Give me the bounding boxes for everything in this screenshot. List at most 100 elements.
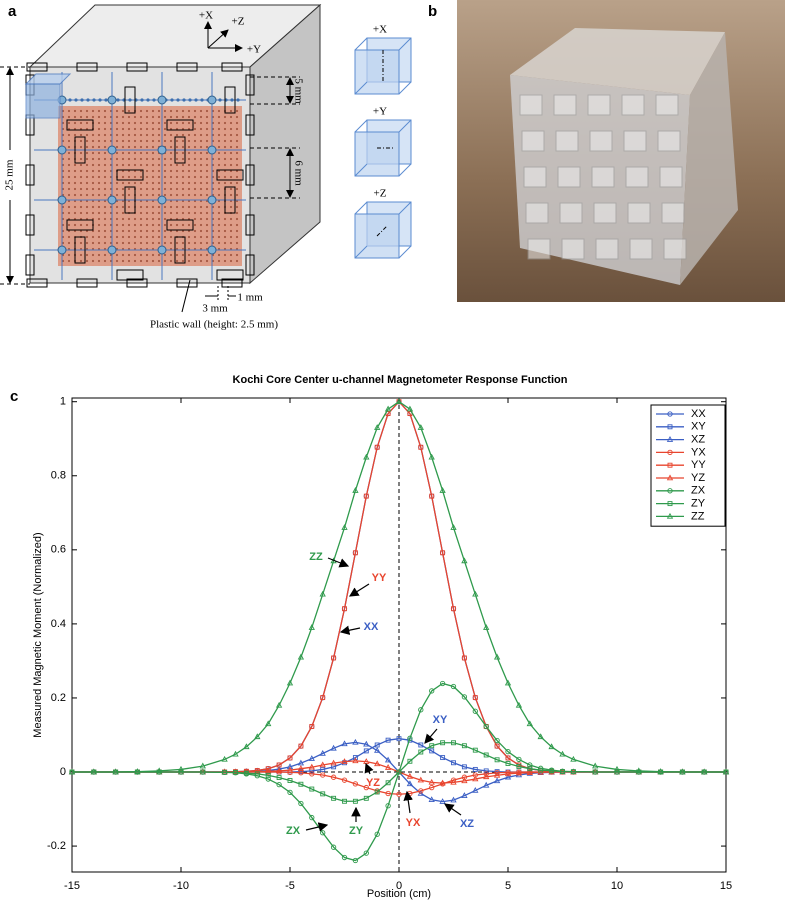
marker (505, 748, 511, 755)
marker (233, 769, 238, 775)
sample-dots (58, 106, 242, 266)
marker (505, 755, 511, 761)
marker (493, 653, 501, 660)
photo-block (521, 130, 545, 152)
marker (287, 789, 293, 796)
wall (224, 186, 236, 214)
dot (230, 98, 234, 102)
wall (216, 269, 244, 281)
annotation-arrow (364, 762, 374, 775)
wall (25, 254, 35, 276)
photo-block (621, 94, 645, 116)
marker (418, 444, 424, 450)
marker (352, 550, 358, 556)
marker (667, 462, 673, 468)
sensor (157, 145, 167, 155)
marker (667, 424, 673, 430)
marker (363, 493, 369, 499)
marker (232, 768, 239, 775)
marker (342, 798, 347, 804)
marker (265, 720, 272, 727)
annotation-arrow (444, 803, 462, 816)
photo-block (593, 202, 617, 224)
marker (504, 773, 512, 780)
marker (483, 752, 489, 758)
annotation-arrow (348, 583, 370, 597)
marker (265, 772, 271, 778)
marker (549, 768, 555, 774)
panel-c: c Kochi Core Center u-channel Magnetomet… (10, 374, 732, 900)
marker (418, 707, 424, 713)
legend-label: ZX (691, 485, 706, 497)
marker (461, 557, 468, 564)
marker (450, 796, 457, 803)
marker (559, 750, 566, 757)
marker (330, 774, 337, 780)
marker (515, 701, 523, 708)
marker (232, 750, 239, 757)
sensor (107, 95, 117, 105)
marker (635, 767, 642, 774)
marker (341, 524, 348, 530)
marker (341, 854, 348, 861)
marker (330, 759, 337, 766)
wall (245, 74, 255, 96)
cube-edge (354, 163, 368, 177)
legend-label: ZY (691, 498, 706, 510)
marker (406, 780, 414, 787)
marker (570, 755, 577, 762)
wall (74, 236, 86, 264)
marker (298, 800, 304, 807)
photo-block (561, 238, 585, 260)
photo-block (523, 166, 547, 188)
marker (472, 766, 478, 772)
marker (504, 679, 512, 686)
sensor (207, 245, 217, 255)
marker (341, 758, 348, 764)
marker (439, 487, 446, 493)
sensor (57, 245, 67, 255)
marker (592, 769, 598, 775)
annotation: ZY (349, 825, 364, 837)
wall-note: Plastic wall (height: 2.5 mm) (150, 319, 278, 331)
marker (483, 781, 490, 788)
marker (396, 736, 402, 742)
marker (243, 743, 250, 750)
marker (461, 694, 468, 700)
marker (308, 755, 315, 761)
photo-block (589, 130, 613, 152)
marker (319, 761, 326, 768)
marker (451, 760, 456, 766)
legend-label: ZZ (691, 510, 705, 522)
axis-label: +X (199, 10, 213, 22)
photo-block (553, 94, 577, 116)
cube-edge (354, 37, 368, 51)
marker (494, 743, 500, 749)
annotation: YX (406, 817, 421, 829)
cube-label: +X (373, 24, 387, 36)
panel-label: c (10, 388, 18, 405)
marker (516, 756, 522, 763)
x-tick-label: 15 (720, 880, 732, 892)
marker (243, 770, 249, 776)
marker (297, 759, 305, 766)
wall (126, 278, 148, 288)
marker (352, 755, 358, 761)
marker (461, 764, 467, 770)
marker (429, 743, 435, 749)
marker (221, 755, 228, 762)
dot (170, 98, 174, 102)
marker (461, 777, 468, 784)
marker (428, 796, 435, 803)
marker (363, 795, 369, 801)
wall (245, 254, 255, 276)
wall (116, 269, 144, 281)
wall (221, 278, 243, 288)
marker (320, 695, 326, 701)
x-tick-label: 0 (396, 880, 402, 892)
dot (128, 98, 132, 102)
photo-block (595, 238, 619, 260)
marker (666, 512, 674, 519)
marker (418, 742, 424, 748)
